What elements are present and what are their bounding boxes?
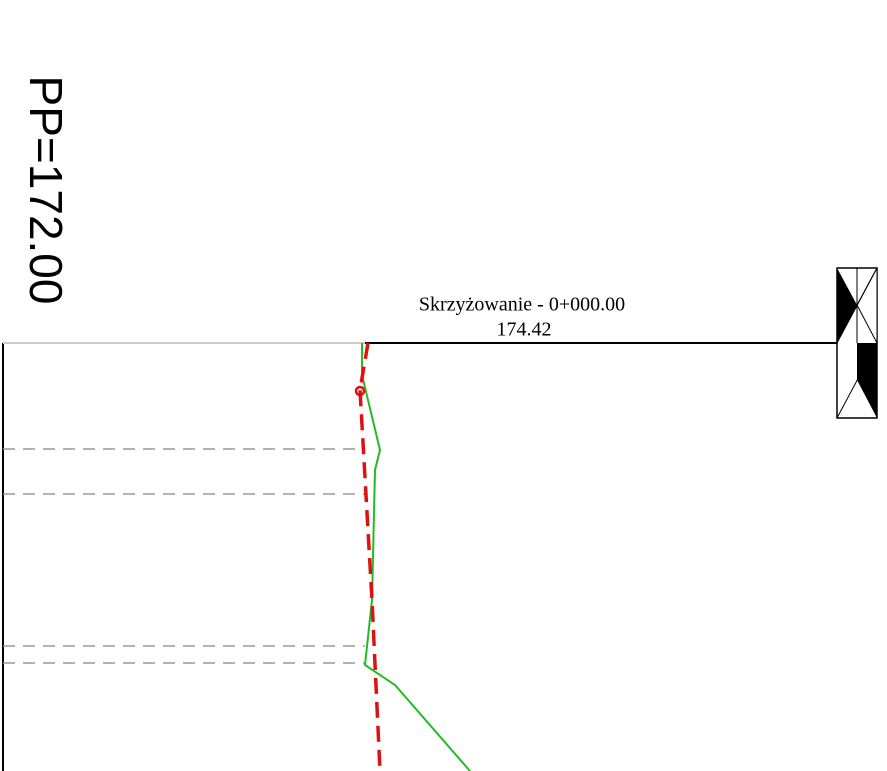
red-profile (358, 342, 382, 771)
symbol-line (836, 342, 878, 419)
green-profile (361, 343, 471, 771)
symbol-line (836, 267, 878, 344)
symbol-fill (837, 268, 857, 343)
symbol-fill (857, 343, 877, 418)
dashed-lines (3, 448, 365, 664)
red-point (354, 385, 366, 397)
vertical-label: PP=172.00 (20, 76, 72, 305)
elevation-label: 174.42 (497, 319, 552, 341)
north-symbol (836, 267, 878, 419)
station-label: Skrzyżowanie - 0+000.00 (419, 294, 625, 316)
